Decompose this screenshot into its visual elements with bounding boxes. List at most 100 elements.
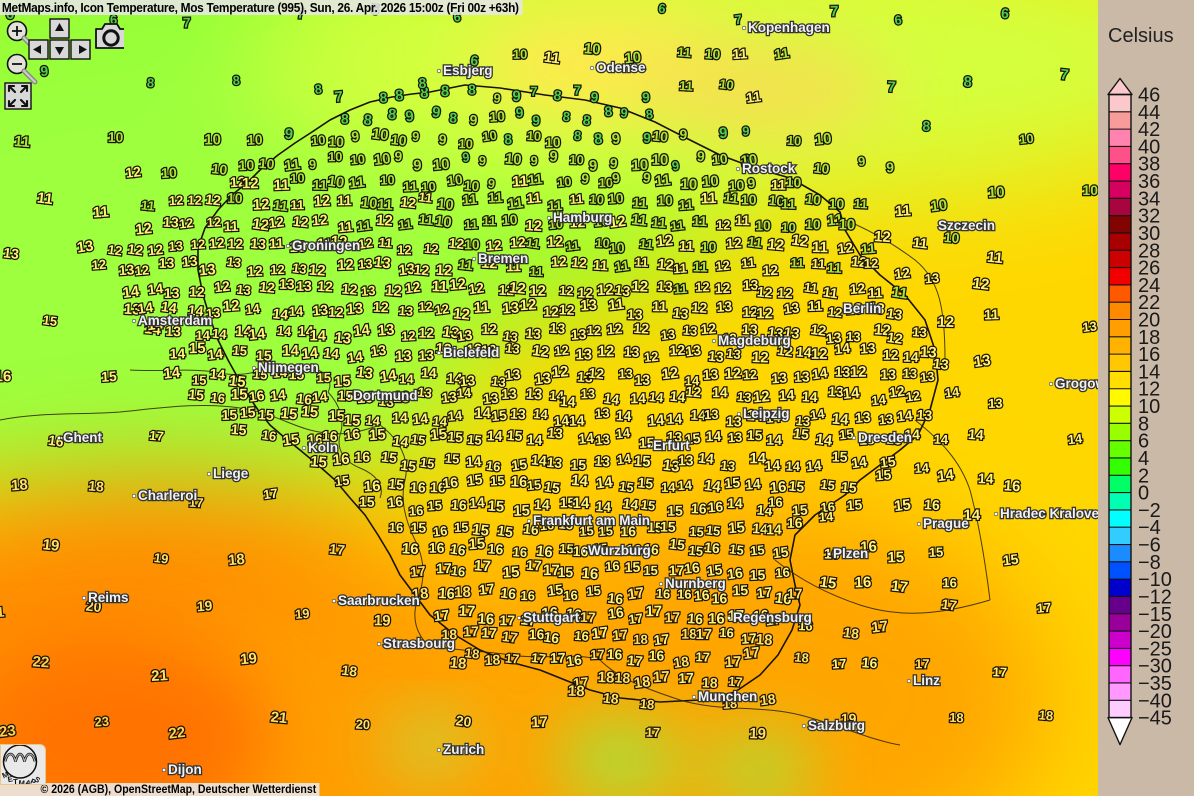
svg-text:17: 17 [890,578,909,597]
svg-text:Munchen: Munchen [698,689,757,704]
svg-text:10: 10 [1018,130,1034,146]
svg-text:15: 15 [846,496,863,513]
svg-text:12: 12 [481,321,497,337]
svg-text:17: 17 [646,725,661,740]
svg-text:13: 13 [395,348,412,366]
svg-text:9: 9 [549,148,559,166]
svg-text:16: 16 [683,559,700,577]
svg-text:12: 12 [767,236,785,254]
svg-text:15: 15 [633,453,650,471]
svg-text:12: 12 [643,349,659,365]
svg-text:15: 15 [724,474,741,491]
svg-text:10: 10 [258,155,275,172]
svg-text:15: 15 [929,544,944,559]
svg-text:10: 10 [380,172,395,188]
svg-text:15: 15 [840,479,857,496]
svg-text:14: 14 [1067,431,1084,447]
svg-text:14: 14 [818,509,834,525]
svg-text:14: 14 [163,364,182,383]
svg-text:12: 12 [227,235,243,251]
svg-text:17: 17 [550,649,566,665]
svg-text:Bielefeld: Bielefeld [443,345,499,360]
svg-text:17: 17 [652,668,670,686]
svg-text:12: 12 [864,256,879,271]
svg-text:12: 12 [888,383,906,401]
svg-text:13: 13 [440,388,457,406]
svg-text:15: 15 [419,455,435,472]
svg-text:12: 12 [972,275,991,294]
svg-text:11: 11 [272,197,289,215]
svg-text:15: 15 [838,426,854,442]
svg-text:10: 10 [838,216,855,233]
svg-text:13: 13 [549,320,565,337]
svg-text:16: 16 [565,651,583,669]
svg-text:13: 13 [726,346,742,362]
svg-text:16: 16 [581,565,599,583]
svg-text:12: 12 [606,320,623,337]
svg-text:11: 11 [607,296,625,315]
svg-text:8: 8 [504,131,513,147]
svg-text:15: 15 [705,522,721,539]
svg-text:15: 15 [643,563,658,578]
svg-text:14: 14 [802,388,819,405]
svg-text:21: 21 [270,709,288,728]
svg-text:13: 13 [878,411,894,427]
svg-text:16: 16 [408,503,423,519]
svg-text:11: 11 [790,255,804,270]
svg-text:9: 9 [284,125,294,143]
svg-text:12: 12 [418,324,434,340]
svg-text:11: 11 [543,49,561,68]
svg-text:16: 16 [500,584,517,602]
svg-text:12: 12 [449,275,467,293]
svg-text:15: 15 [819,573,838,592]
svg-text:14: 14 [309,327,327,344]
svg-text:10: 10 [227,190,243,206]
svg-text:16: 16 [1003,477,1021,495]
svg-text:12: 12 [418,299,433,315]
svg-text:16: 16 [787,515,803,531]
svg-text:12: 12 [434,301,450,318]
svg-text:15: 15 [334,473,350,490]
svg-text:16: 16 [432,523,448,540]
svg-text:14: 14 [276,323,293,339]
svg-text:15: 15 [487,498,505,516]
svg-text:12: 12 [715,258,731,274]
svg-text:13: 13 [932,355,949,373]
svg-text:9: 9 [515,104,524,120]
svg-text:14: 14 [527,431,543,447]
svg-text:12: 12 [559,301,575,317]
svg-text:14: 14 [834,340,851,357]
svg-text:20: 20 [355,717,370,733]
svg-text:16: 16 [543,629,561,647]
svg-text:16: 16 [510,473,527,491]
svg-text:15: 15 [447,428,464,445]
svg-text:8: 8 [593,131,603,149]
svg-text:12: 12 [762,262,778,279]
svg-text:13: 13 [291,260,307,277]
svg-text:8: 8 [418,75,427,91]
svg-text:12: 12 [791,232,810,251]
svg-text:12: 12 [400,194,417,212]
svg-text:11: 11 [735,212,750,228]
svg-text:12: 12 [519,296,537,314]
svg-text:10: 10 [598,175,613,190]
svg-text:17: 17 [481,624,497,640]
svg-text:12: 12 [742,367,757,383]
svg-text:Erfurt: Erfurt [653,438,690,453]
svg-text:12: 12 [317,278,334,295]
svg-text:16: 16 [210,390,226,407]
svg-text:12: 12 [551,363,569,381]
svg-text:Frankfurt am Main: Frankfurt am Main [533,513,650,528]
svg-text:14: 14 [379,367,399,386]
svg-text:12: 12 [341,280,358,297]
svg-text:14: 14 [896,407,913,425]
svg-text:11: 11 [527,170,544,187]
svg-text:17: 17 [915,656,930,671]
svg-text:13: 13 [346,300,364,318]
svg-text:11: 11 [613,257,630,275]
svg-text:10: 10 [290,170,305,185]
svg-text:15: 15 [526,477,542,493]
svg-text:Liege: Liege [213,466,249,481]
svg-text:11: 11 [348,174,366,193]
svg-text:17: 17 [149,428,165,444]
